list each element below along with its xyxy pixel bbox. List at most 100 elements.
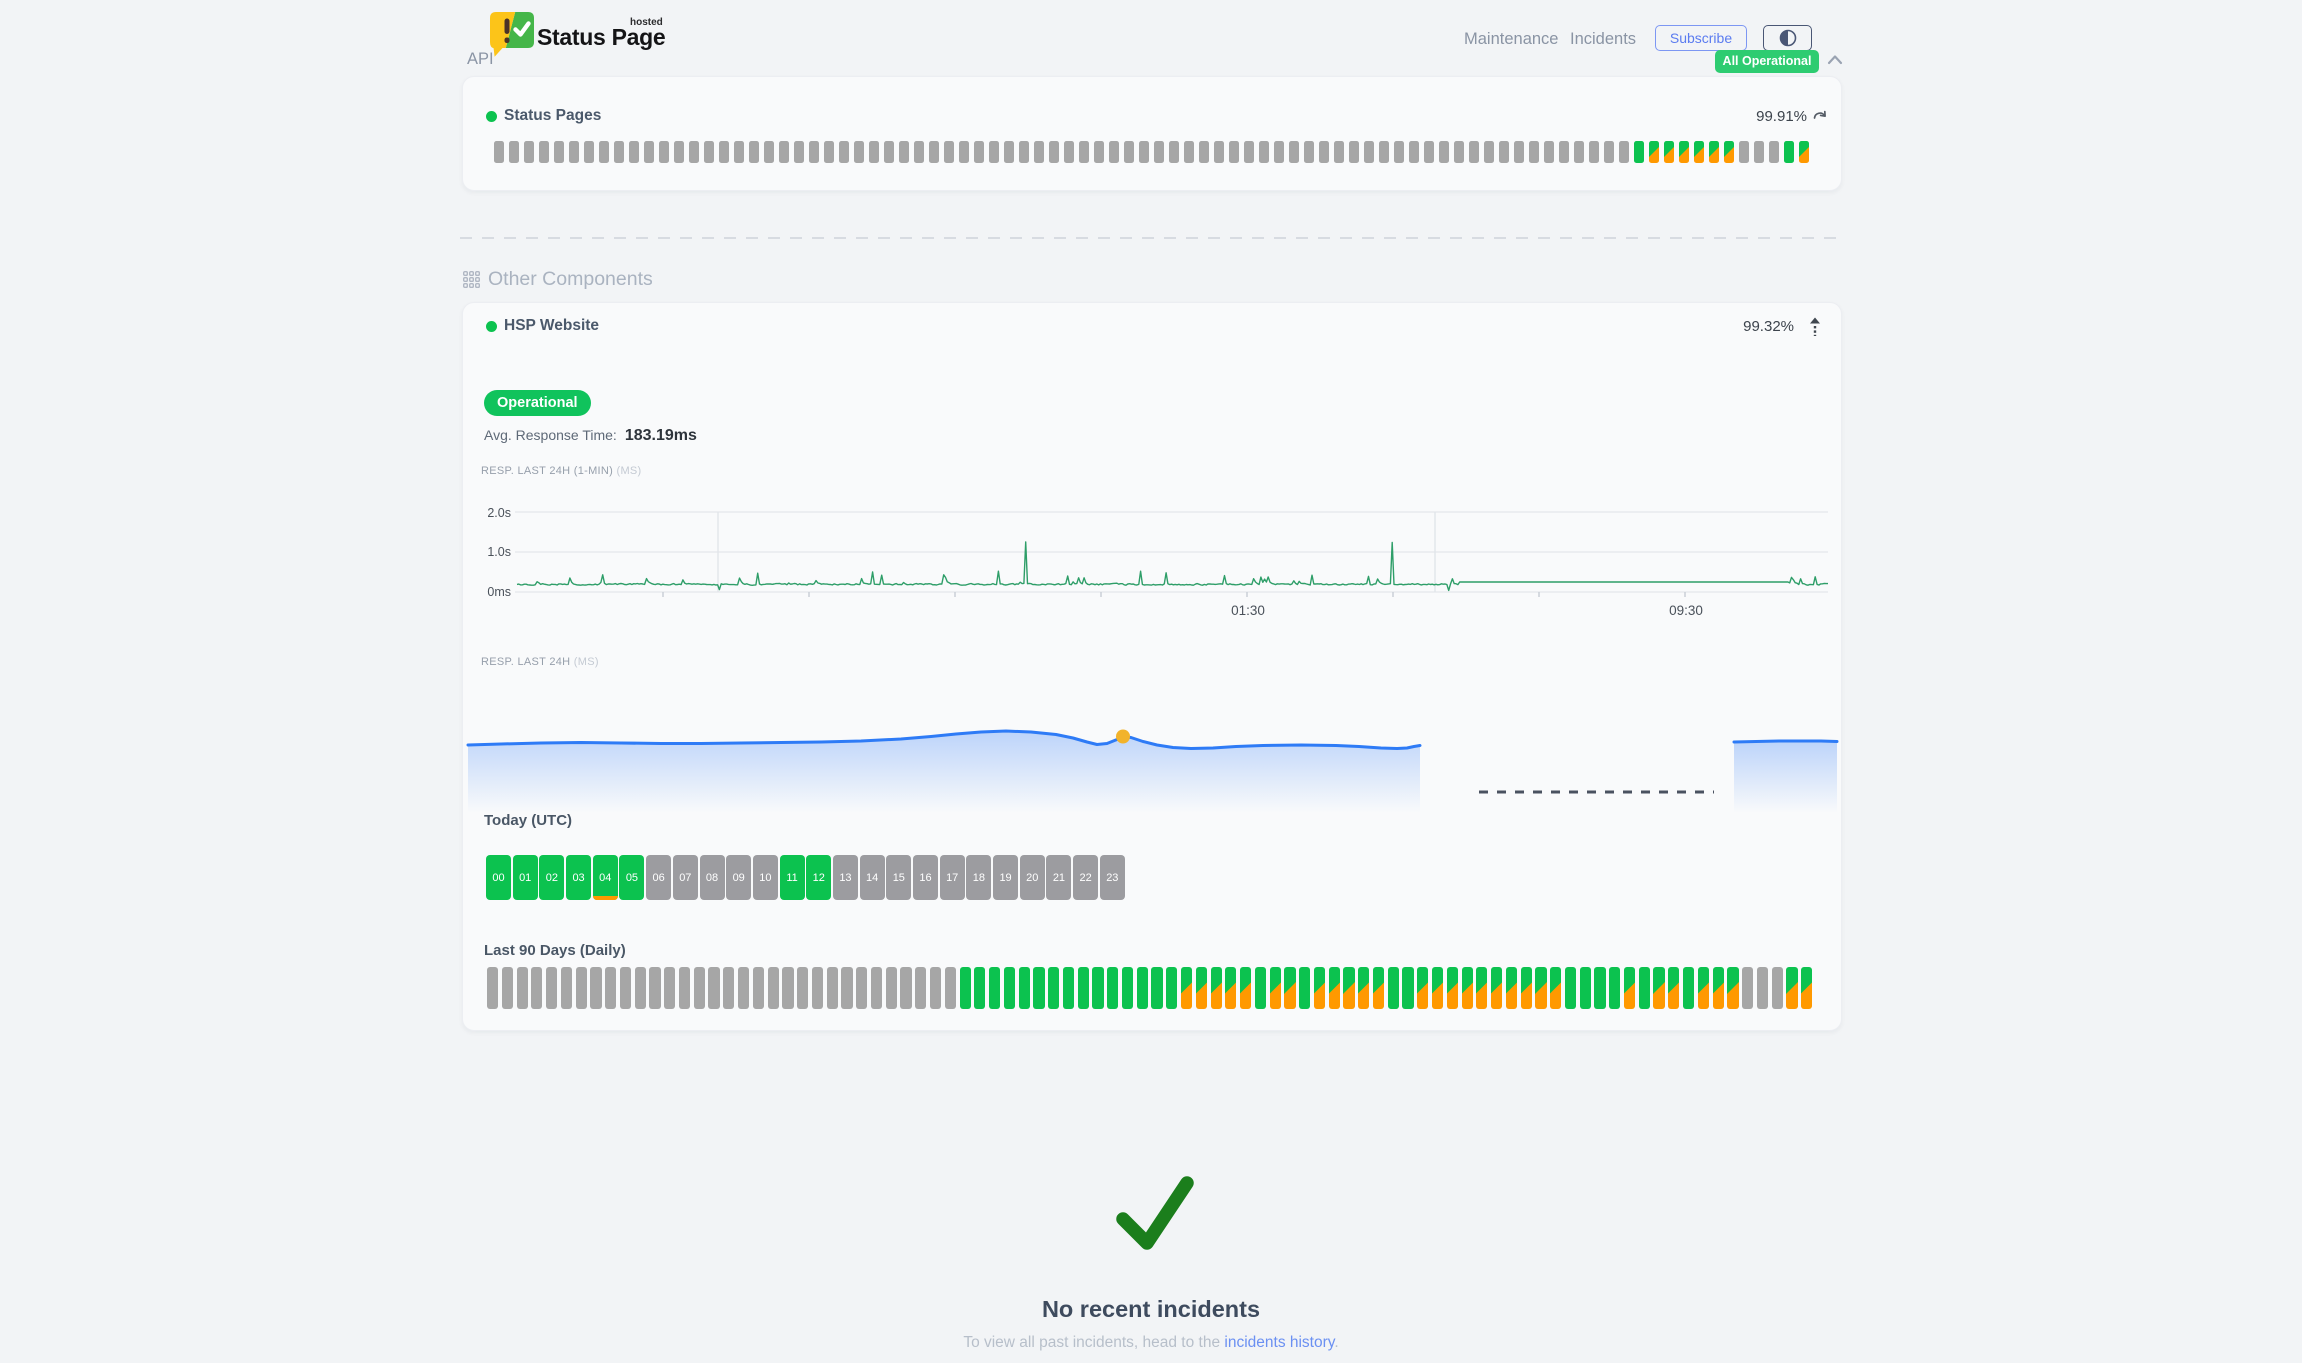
uptime-bar[interactable] [1019,141,1030,163]
day-box[interactable] [1461,967,1473,1009]
hour-box-19[interactable]: 19 [993,855,1019,900]
day-box[interactable] [841,967,853,1009]
day-box[interactable] [811,967,824,1009]
uptime-bar[interactable] [1694,141,1705,163]
uptime-bar[interactable] [1199,141,1210,163]
uptime-bar[interactable] [629,141,640,163]
uptime-bar[interactable] [1229,141,1240,163]
uptime-bar[interactable] [1289,141,1300,163]
uptime-bar-row[interactable] [494,141,1810,163]
theme-toggle-button[interactable] [1763,25,1812,51]
day-box[interactable] [1313,967,1326,1009]
uptime-bar[interactable] [1034,141,1045,163]
day-box[interactable] [619,967,632,1009]
uptime-bar[interactable] [1679,141,1690,163]
uptime-bar[interactable] [734,141,745,163]
hour-box-18[interactable]: 18 [966,855,992,900]
day-box[interactable] [1476,967,1488,1009]
uptime-bar[interactable] [1049,141,1060,163]
day-box[interactable] [959,967,971,1009]
uptime-bar[interactable] [1649,141,1660,163]
day-box[interactable] [929,967,942,1009]
day-box[interactable] [870,967,883,1009]
hour-box-20[interactable]: 20 [1019,855,1045,900]
uptime-bar[interactable] [1094,141,1105,163]
hour-box-12[interactable]: 12 [806,855,832,900]
day-box[interactable] [885,967,897,1009]
day-box[interactable] [1697,967,1709,1009]
uptime-bar[interactable] [1799,141,1810,163]
day-box[interactable] [989,967,1001,1009]
uptime-bar[interactable] [1124,141,1135,163]
day-box[interactable] [1284,967,1296,1009]
day-box[interactable] [575,967,587,1009]
uptime-bar[interactable] [1259,141,1270,163]
day-box[interactable] [1579,967,1591,1009]
hour-box-22[interactable]: 22 [1073,855,1099,900]
day-box[interactable] [487,967,499,1009]
day-box[interactable] [1225,967,1237,1009]
day-box[interactable] [723,967,735,1009]
uptime-bar[interactable] [1364,141,1375,163]
day-box[interactable] [1210,967,1222,1009]
day-box[interactable] [1594,967,1606,1009]
uptime-bar[interactable] [1589,141,1600,163]
uptime-bar[interactable] [1319,141,1330,163]
hour-box-00[interactable]: 00 [486,855,511,900]
day-box[interactable] [738,967,750,1009]
uptime-bar[interactable] [1379,141,1390,163]
day-box[interactable] [1535,967,1547,1009]
uptime-bar[interactable] [1304,141,1315,163]
day-box[interactable] [1727,967,1739,1009]
uptime-bar[interactable] [1184,141,1195,163]
uptime-bar[interactable] [1154,141,1165,163]
day-box[interactable] [1417,967,1429,1009]
uptime-bar[interactable] [1334,141,1345,163]
day-box[interactable] [1018,967,1030,1009]
uptime-bar[interactable] [1349,141,1360,163]
day-box[interactable] [1712,967,1724,1009]
uptime-bar[interactable] [554,141,565,163]
subscribe-button[interactable]: Subscribe [1655,25,1747,51]
uptime-bar[interactable] [524,141,535,163]
day-box[interactable] [693,967,705,1009]
day-box[interactable] [1668,967,1680,1009]
day-box[interactable] [1328,967,1340,1009]
uptime-bar[interactable] [1724,141,1735,163]
uptime-bar[interactable] [1559,141,1570,163]
hour-box-05[interactable]: 05 [619,855,645,900]
day-box[interactable] [708,967,720,1009]
overall-status-badge[interactable]: All Operational [1715,50,1819,73]
uptime-bar[interactable] [1769,141,1780,163]
uptime-bar[interactable] [959,141,970,163]
hour-box-23[interactable]: 23 [1099,855,1125,900]
hour-box-15[interactable]: 15 [886,855,912,900]
uptime-bar[interactable] [764,141,775,163]
hour-box-07[interactable]: 07 [672,855,698,900]
day-box[interactable] [1077,967,1089,1009]
day-box[interactable] [1033,967,1045,1009]
uptime-bar[interactable] [1454,141,1465,163]
component-name[interactable]: Status Pages [504,107,602,124]
day-box[interactable] [605,967,617,1009]
day-box[interactable] [797,967,809,1009]
chevron-up-icon[interactable] [1827,52,1843,70]
day-box[interactable] [649,967,661,1009]
day-box[interactable] [664,967,676,1009]
uptime-bar[interactable] [1514,141,1525,163]
uptime-bar[interactable] [1244,141,1255,163]
day-box[interactable] [944,967,956,1009]
uptime-bar[interactable] [1574,141,1585,163]
uptime-bar[interactable] [899,141,910,163]
day-box[interactable] [1402,967,1414,1009]
uptime-bar[interactable] [1784,141,1795,163]
uptime-bar[interactable] [824,141,835,163]
day-box[interactable] [560,967,573,1009]
uptime-bar[interactable] [719,141,730,163]
uptime-bar[interactable] [1754,141,1765,163]
day-box[interactable] [678,967,691,1009]
day-box[interactable] [1623,967,1636,1009]
uptime-bar[interactable] [794,141,805,163]
uptime-bar[interactable] [839,141,850,163]
hour-box-16[interactable]: 16 [913,855,938,900]
